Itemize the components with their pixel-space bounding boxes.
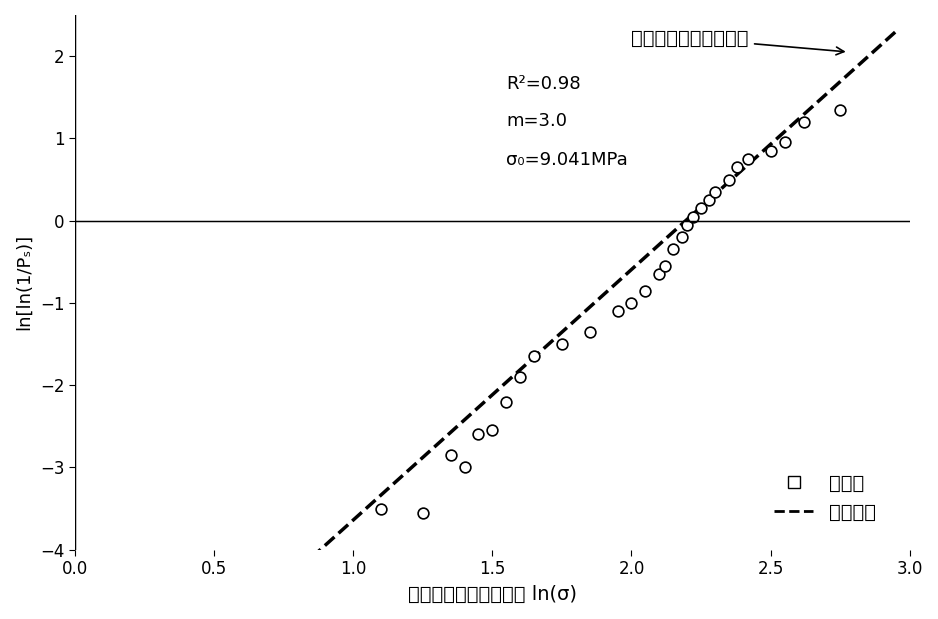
Point: [610, 306, 625, 316]
Point: [777, 137, 792, 147]
Point: [686, 212, 701, 222]
Point: [833, 105, 848, 115]
Point: [721, 175, 736, 184]
Point: [513, 372, 528, 382]
Text: σ₀=9.041MPa: σ₀=9.041MPa: [507, 150, 628, 169]
Point: [764, 145, 779, 155]
Point: [624, 298, 639, 308]
Point: [707, 187, 722, 197]
Point: [457, 462, 472, 472]
Point: [741, 154, 756, 164]
Point: [730, 162, 745, 172]
Point: [674, 232, 689, 242]
Point: [443, 450, 458, 460]
Point: [373, 504, 388, 514]
Text: R²=0.98: R²=0.98: [507, 75, 581, 93]
Point: [680, 220, 695, 230]
Y-axis label: ln[ln(1/Pₛ)]: ln[ln(1/Pₛ)]: [15, 234, 33, 331]
Point: [416, 508, 431, 517]
Point: [796, 117, 811, 127]
Point: [658, 261, 673, 271]
Point: [638, 285, 653, 295]
Point: [471, 430, 486, 439]
Text: m=3.0: m=3.0: [507, 112, 567, 130]
Point: [693, 203, 708, 213]
Legend: 实验值, 拟合曲线: 实验值, 拟合曲线: [766, 466, 884, 529]
Point: [582, 327, 598, 337]
Point: [666, 245, 681, 254]
Point: [652, 269, 667, 279]
Point: [702, 195, 717, 205]
Point: [526, 352, 541, 361]
Point: [554, 339, 569, 349]
Point: [499, 397, 514, 407]
X-axis label: 试验破碎强度对数値， ln(σ): 试验破碎强度对数値， ln(σ): [408, 585, 577, 604]
Text: 颗粒破碎强度拟合曲线: 颗粒破碎强度拟合曲线: [631, 29, 844, 55]
Point: [485, 425, 500, 435]
